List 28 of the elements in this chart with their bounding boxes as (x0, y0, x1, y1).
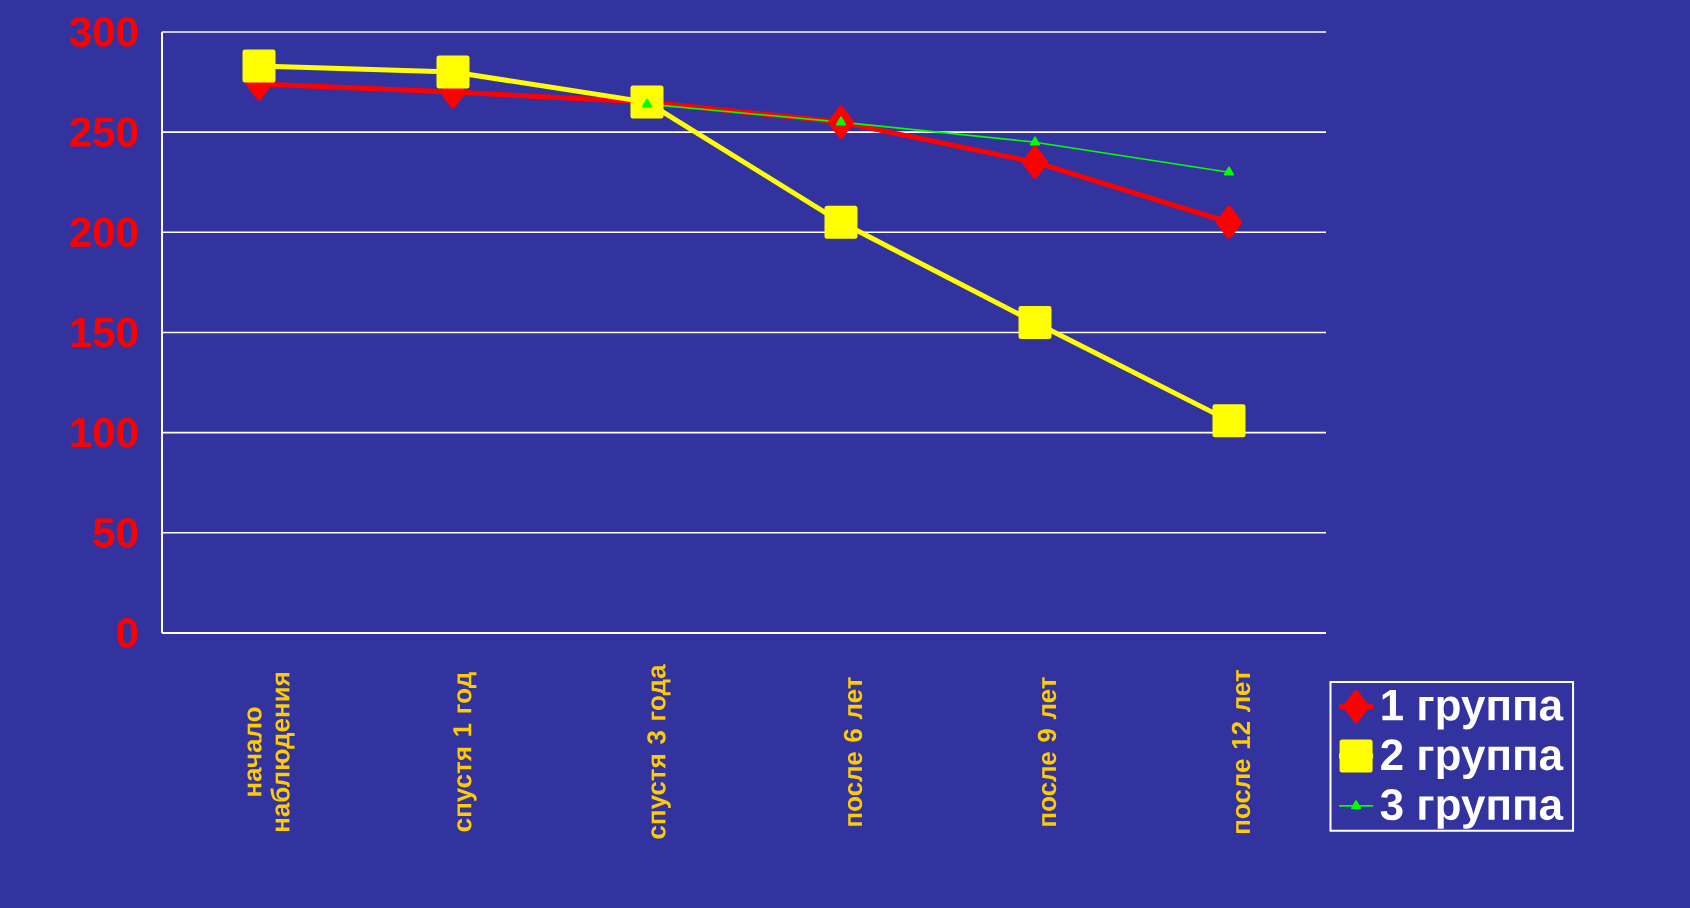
point (436, 55, 470, 89)
point (1018, 305, 1052, 339)
x-tick-label: после 9 лет (1037, 677, 1057, 826)
x-tick-label: после 6 лет (843, 677, 863, 826)
legend-label: 2 группа (1381, 739, 1564, 780)
y-tick-label: 150 (71, 317, 138, 348)
point (630, 85, 664, 119)
point (1212, 404, 1246, 438)
point (641, 98, 653, 108)
x-tick-label: после 12 лет (1231, 669, 1251, 834)
point (1223, 166, 1235, 176)
legend-label: 1 группа (1382, 689, 1564, 730)
point (1029, 136, 1041, 146)
point (1022, 145, 1048, 179)
point (242, 49, 276, 83)
y-tick-label: 50 (93, 517, 138, 548)
y-tick-label: 200 (70, 217, 138, 248)
legend-label: 3 группа (1380, 788, 1564, 829)
y-tick-label: 300 (69, 17, 138, 47)
y-tick-label: 0 (117, 618, 138, 648)
x-tick-label: спустя 1 год (453, 672, 477, 832)
point (1216, 205, 1242, 239)
x-tick-label: начало наблюдения (247, 672, 295, 832)
point (835, 116, 847, 126)
x-tick-label: спустя 3 года (647, 664, 671, 839)
y-tick-label: 100 (71, 417, 138, 448)
y-tick-label: 250 (70, 117, 138, 148)
point (824, 205, 858, 239)
